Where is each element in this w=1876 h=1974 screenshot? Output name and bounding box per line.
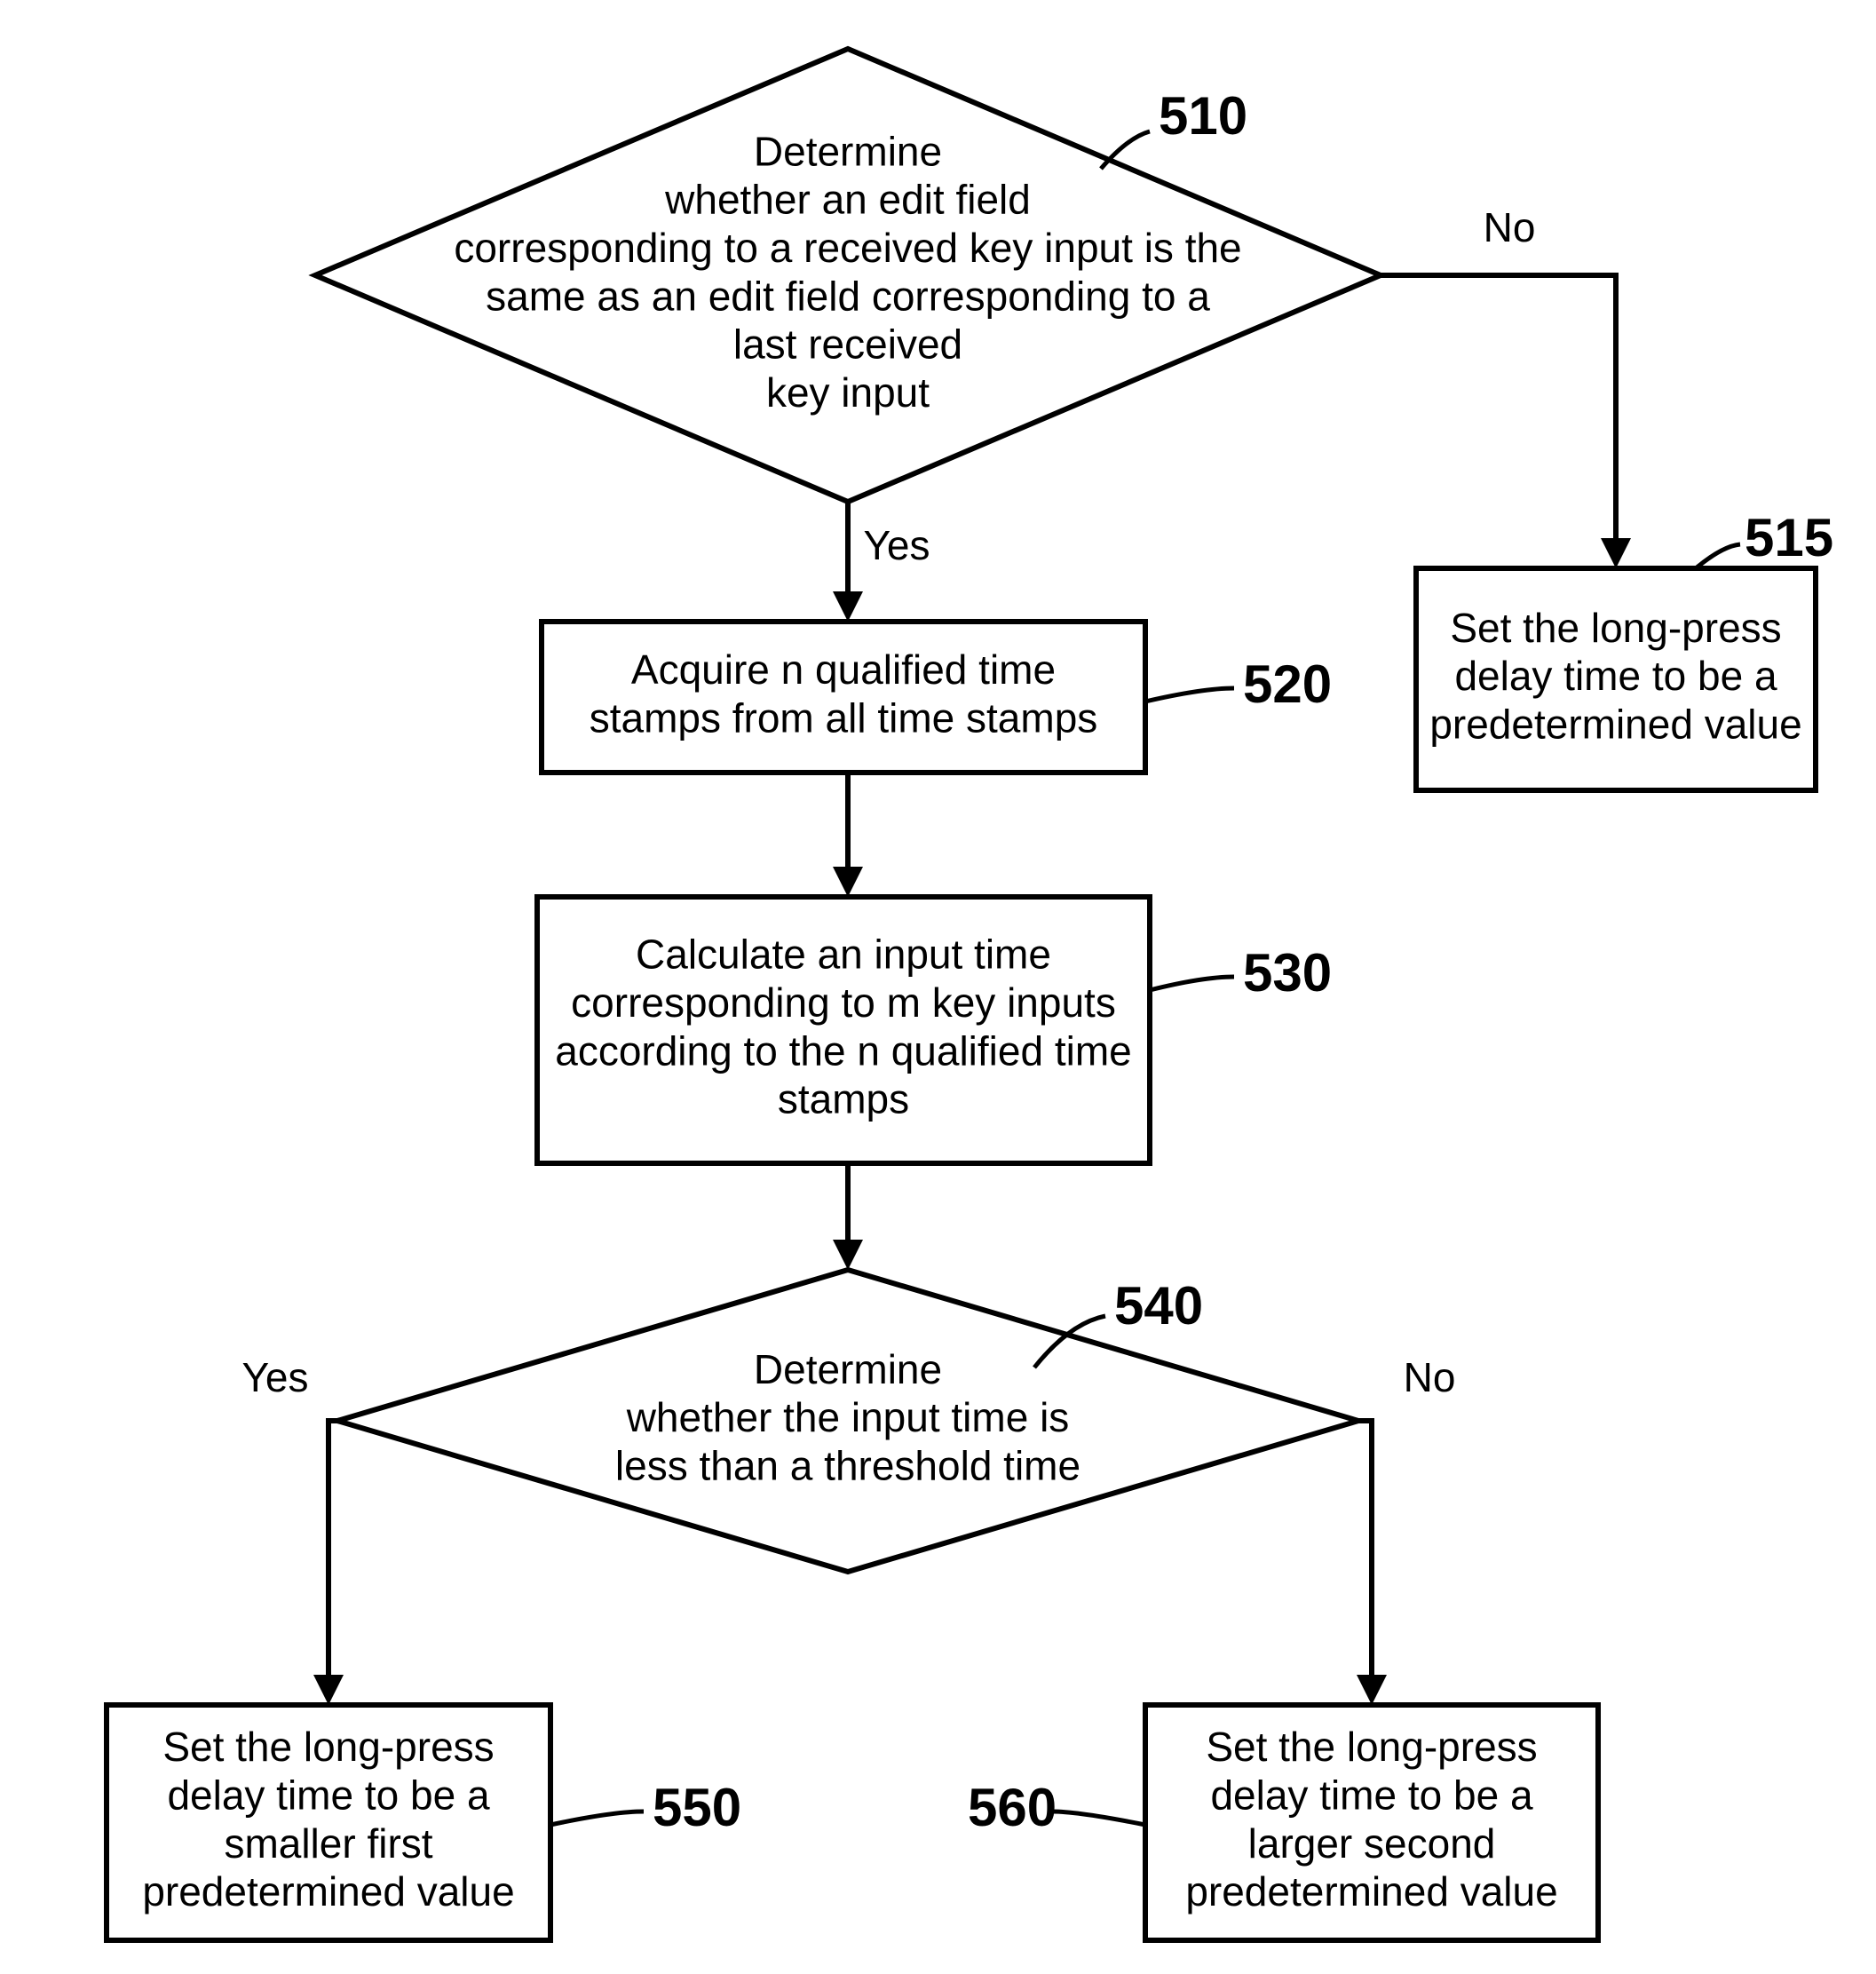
- node-text: last received: [733, 321, 962, 368]
- node-text: Acquire n qualified time: [631, 646, 1056, 693]
- ref-label: 510: [1159, 86, 1247, 146]
- flowchart-canvas: YesNoYesNoDeterminewhether an edit field…: [0, 0, 1876, 1974]
- ref-label: 515: [1745, 508, 1833, 567]
- ref-connector: [1696, 544, 1740, 568]
- arrow-head: [833, 867, 863, 897]
- arrow-head: [1601, 538, 1631, 568]
- node-text: smaller first: [224, 1820, 432, 1867]
- ref-label: 540: [1114, 1276, 1203, 1336]
- ref-label: 530: [1243, 943, 1332, 1003]
- n550: Set the long-pressdelay time to be asmal…: [107, 1705, 550, 1940]
- node-text: Set the long-press: [162, 1724, 494, 1770]
- n540: Determinewhether the input time isless t…: [337, 1270, 1358, 1572]
- flow-arrow: [328, 1421, 337, 1675]
- arrow-head: [313, 1675, 344, 1705]
- edge-label: Yes: [863, 522, 930, 568]
- arrow-head: [833, 591, 863, 622]
- node-text: corresponding to m key inputs: [571, 979, 1116, 1026]
- n530: Calculate an input timecorresponding to …: [537, 897, 1150, 1163]
- ref-connector: [1150, 977, 1234, 990]
- node-text: Set the long-press: [1206, 1724, 1537, 1770]
- ref-label: 560: [968, 1778, 1057, 1837]
- flow-arrow: [1358, 1421, 1372, 1675]
- node-text: Set the long-press: [1450, 605, 1781, 651]
- node-text: delay time to be a: [1454, 653, 1777, 699]
- edge-label: No: [1484, 204, 1536, 250]
- node-text: same as an edit field corresponding to a: [486, 273, 1210, 319]
- node-text: Determine: [754, 1346, 942, 1392]
- n515: Set the long-pressdelay time to be apred…: [1416, 568, 1816, 790]
- node-text: predetermined value: [142, 1868, 514, 1915]
- node-text: predetermined value: [1429, 701, 1801, 747]
- ref-label: 550: [653, 1778, 741, 1837]
- node-text: whether an edit field: [664, 177, 1031, 223]
- node-text: key input: [766, 369, 930, 416]
- n520: Acquire n qualified timestamps from all …: [542, 622, 1145, 773]
- ref-connector: [1052, 1811, 1145, 1825]
- node-text: stamps: [778, 1076, 909, 1122]
- flow-arrow: [1381, 275, 1616, 538]
- edge-label: Yes: [241, 1354, 308, 1400]
- ref-connector: [550, 1811, 644, 1825]
- node-text: according to the n qualified time: [555, 1027, 1132, 1074]
- ref-label: 520: [1243, 654, 1332, 714]
- node-text: delay time to be a: [1210, 1772, 1533, 1819]
- ref-connector: [1101, 131, 1150, 169]
- node-text: less than a threshold time: [615, 1442, 1080, 1488]
- node-text: whether the input time is: [626, 1394, 1070, 1440]
- node-text: stamps from all time stamps: [590, 694, 1098, 741]
- node-text: Calculate an input time: [636, 932, 1051, 978]
- arrow-head: [833, 1240, 863, 1270]
- node-text: predetermined value: [1185, 1868, 1557, 1915]
- arrow-head: [1357, 1675, 1387, 1705]
- node-text: Determine: [754, 128, 942, 174]
- node-text: delay time to be a: [167, 1772, 490, 1819]
- ref-connector: [1145, 688, 1234, 702]
- node-text: larger second: [1248, 1820, 1496, 1867]
- n560: Set the long-pressdelay time to be alarg…: [1145, 1705, 1598, 1940]
- edge-label: No: [1404, 1354, 1456, 1400]
- node-text: corresponding to a received key input is…: [454, 225, 1241, 271]
